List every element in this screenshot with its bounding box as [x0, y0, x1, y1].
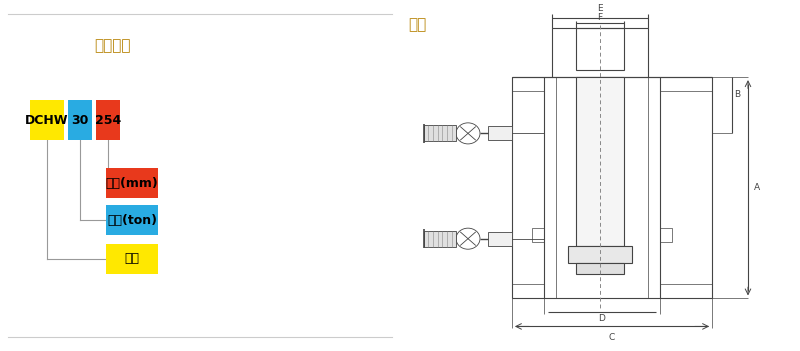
Bar — [30, 100, 64, 140]
Bar — [488, 232, 512, 246]
Bar — [488, 126, 512, 140]
Text: 30: 30 — [71, 114, 89, 127]
Bar — [568, 246, 632, 263]
Bar — [106, 244, 158, 274]
Bar — [512, 77, 712, 298]
Text: F: F — [598, 13, 602, 22]
Text: B: B — [734, 90, 740, 99]
Bar — [576, 263, 624, 274]
Bar — [424, 231, 456, 246]
Text: C: C — [609, 333, 615, 343]
Bar — [576, 28, 624, 70]
Bar — [576, 77, 624, 246]
Circle shape — [456, 228, 480, 249]
Bar — [106, 168, 158, 198]
Text: 型号: 型号 — [125, 252, 139, 265]
Text: 行程(mm): 行程(mm) — [106, 177, 158, 190]
Bar — [660, 228, 672, 242]
Circle shape — [456, 123, 480, 144]
Text: 型号说明: 型号说明 — [94, 38, 130, 53]
Bar — [532, 228, 544, 242]
Text: DCHW: DCHW — [26, 114, 69, 127]
Bar — [96, 100, 120, 140]
Text: E: E — [597, 4, 603, 13]
Text: A: A — [754, 183, 760, 192]
Bar — [424, 125, 456, 141]
Text: 254: 254 — [95, 114, 121, 127]
Bar — [68, 100, 92, 140]
Text: 尺寸: 尺寸 — [408, 17, 426, 32]
Text: D: D — [598, 314, 606, 323]
Bar — [552, 28, 648, 77]
Text: 载荷(ton): 载荷(ton) — [107, 214, 157, 227]
Bar — [106, 205, 158, 235]
